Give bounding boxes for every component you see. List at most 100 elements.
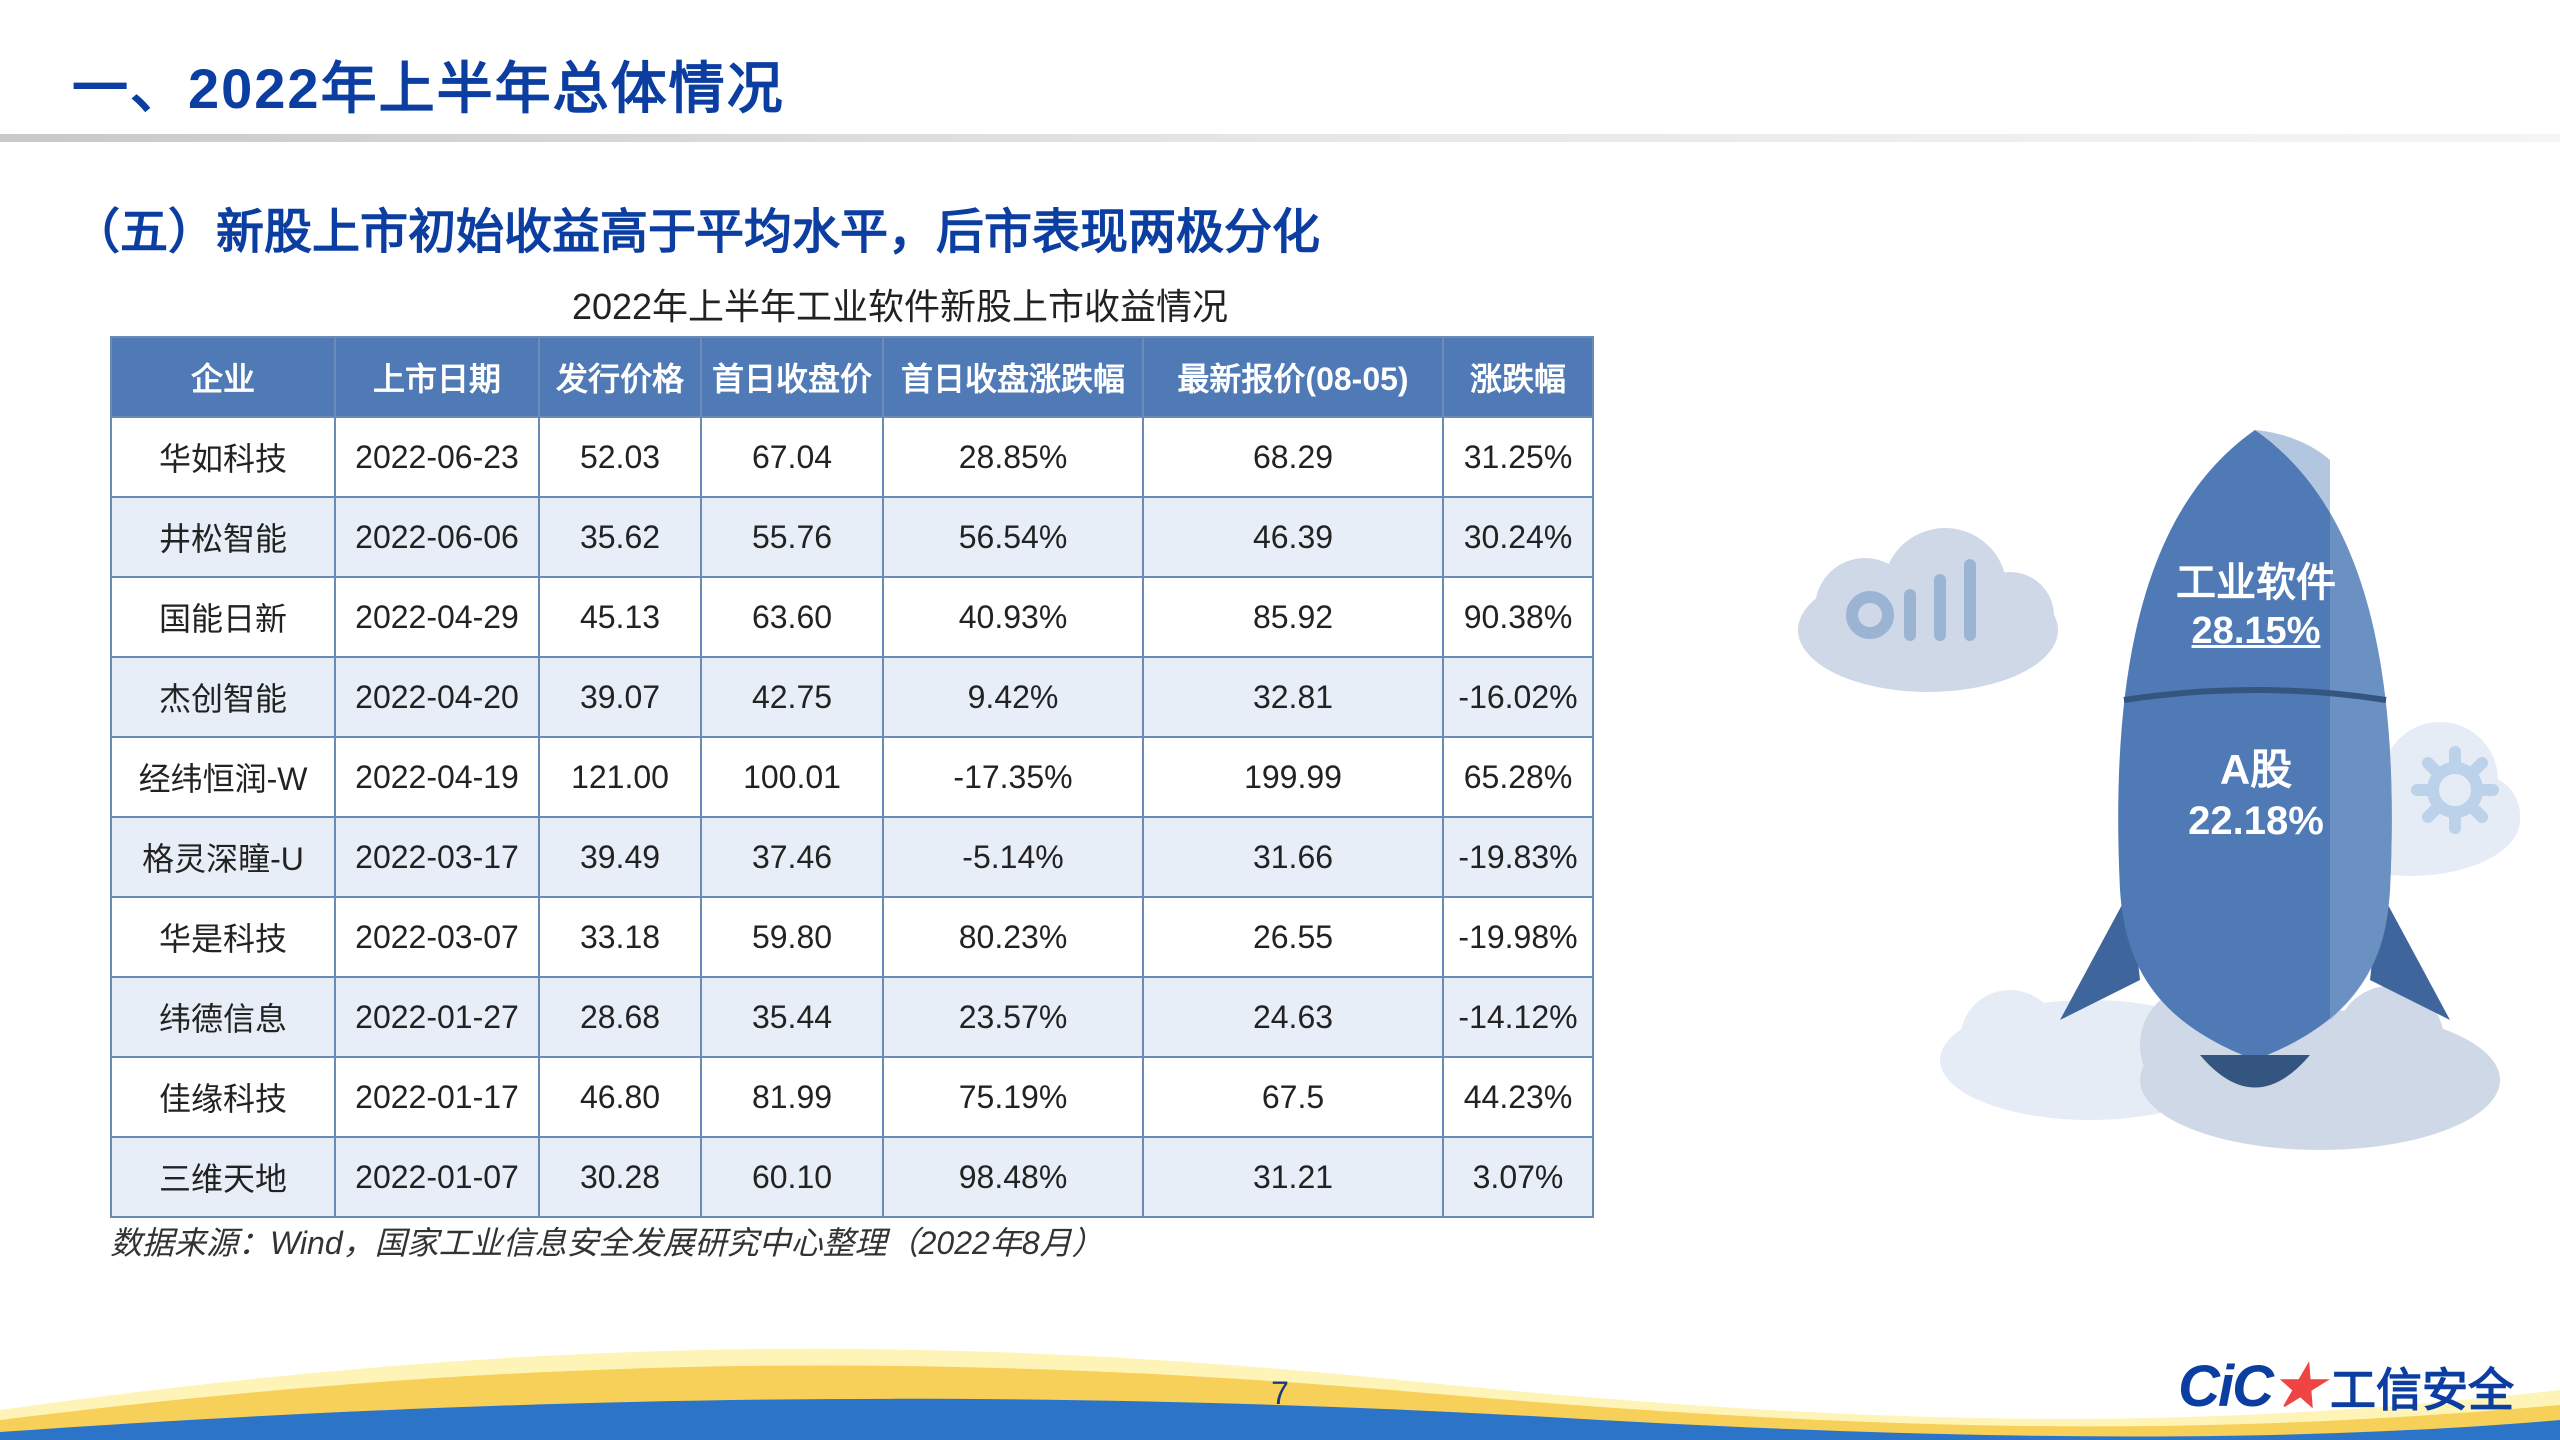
table-cell: 2022-06-06 xyxy=(335,497,539,577)
table-cell: 33.18 xyxy=(539,897,701,977)
table-cell: 46.80 xyxy=(539,1057,701,1137)
table-cell: 55.76 xyxy=(701,497,883,577)
table-cell: 30.24% xyxy=(1443,497,1593,577)
table-caption: 2022年上半年工业软件新股上市收益情况 xyxy=(110,278,1690,330)
table-cell: 67.5 xyxy=(1143,1057,1443,1137)
table-cell: 2022-04-19 xyxy=(335,737,539,817)
cloud-left-icon xyxy=(1798,528,2058,692)
table-cell: 52.03 xyxy=(539,417,701,497)
col-header-latest: 最新报价(08-05) xyxy=(1143,337,1443,417)
table-row: 井松智能2022-06-0635.6255.7656.54%46.3930.24… xyxy=(111,497,1593,577)
table-cell: 90.38% xyxy=(1443,577,1593,657)
table-row: 三维天地2022-01-0730.2860.1098.48%31.213.07% xyxy=(111,1137,1593,1217)
table-cell: 75.19% xyxy=(883,1057,1143,1137)
table-cell: 85.92 xyxy=(1143,577,1443,657)
table-row: 杰创智能2022-04-2039.0742.759.42%32.81-16.02… xyxy=(111,657,1593,737)
table-cell: 81.99 xyxy=(701,1057,883,1137)
table-cell: 2022-01-07 xyxy=(335,1137,539,1217)
source-note: 数据来源：Wind，国家工业信息安全发展研究中心整理（2022年8月） xyxy=(110,1218,1104,1264)
table-row: 华如科技2022-06-2352.0367.0428.85%68.2931.25… xyxy=(111,417,1593,497)
table-cell: -19.83% xyxy=(1443,817,1593,897)
table-cell: 2022-01-27 xyxy=(335,977,539,1057)
table-cell: 35.44 xyxy=(701,977,883,1057)
table-cell: 杰创智能 xyxy=(111,657,335,737)
table-cell: 63.60 xyxy=(701,577,883,657)
table-cell: -5.14% xyxy=(883,817,1143,897)
table-cell: 28.85% xyxy=(883,417,1143,497)
table-cell: 华是科技 xyxy=(111,897,335,977)
table-cell: -17.35% xyxy=(883,737,1143,817)
table-cell: 31.66 xyxy=(1143,817,1443,897)
col-header-date: 上市日期 xyxy=(335,337,539,417)
table-cell: 31.21 xyxy=(1143,1137,1443,1217)
table-cell: 68.29 xyxy=(1143,417,1443,497)
table-row: 华是科技2022-03-0733.1859.8080.23%26.55-19.9… xyxy=(111,897,1593,977)
table-cell: 98.48% xyxy=(883,1137,1143,1217)
table-cell: 80.23% xyxy=(883,897,1143,977)
table-cell: 39.07 xyxy=(539,657,701,737)
table-cell: 44.23% xyxy=(1443,1057,1593,1137)
table-cell: 2022-04-20 xyxy=(335,657,539,737)
table-cell: 31.25% xyxy=(1443,417,1593,497)
table-cell: 37.46 xyxy=(701,817,883,897)
table-cell: 井松智能 xyxy=(111,497,335,577)
table-cell: 三维天地 xyxy=(111,1137,335,1217)
table-cell: 纬德信息 xyxy=(111,977,335,1057)
table-cell: 华如科技 xyxy=(111,417,335,497)
ipo-returns-table: 企业 上市日期 发行价格 首日收盘价 首日收盘涨跌幅 最新报价(08-05) 涨… xyxy=(110,336,1594,1218)
table-cell: 30.28 xyxy=(539,1137,701,1217)
table-cell: 40.93% xyxy=(883,577,1143,657)
table-row: 格灵深瞳-U2022-03-1739.4937.46-5.14%31.66-19… xyxy=(111,817,1593,897)
col-header-company: 企业 xyxy=(111,337,335,417)
col-header-chg1: 首日收盘涨跌幅 xyxy=(883,337,1143,417)
section-title: 一、2022年上半年总体情况 xyxy=(72,44,785,125)
table-cell: 42.75 xyxy=(701,657,883,737)
table-cell: 199.99 xyxy=(1143,737,1443,817)
table-row: 国能日新2022-04-2945.1363.6040.93%85.9290.38… xyxy=(111,577,1593,657)
table-cell: 格灵深瞳-U xyxy=(111,817,335,897)
rocket-label-industrial-software: 工业软件 28.15% xyxy=(2126,550,2386,653)
table-row: 佳缘科技2022-01-1746.8081.9975.19%67.544.23% xyxy=(111,1057,1593,1137)
table-cell: 9.42% xyxy=(883,657,1143,737)
table-cell: 23.57% xyxy=(883,977,1143,1057)
table-cell: 3.07% xyxy=(1443,1137,1593,1217)
rocket-label1-value: 28.15% xyxy=(2126,610,2386,653)
table-cell: 35.62 xyxy=(539,497,701,577)
table-cell: 45.13 xyxy=(539,577,701,657)
table-cell: 佳缘科技 xyxy=(111,1057,335,1137)
table-cell: -14.12% xyxy=(1443,977,1593,1057)
table-cell: 2022-06-23 xyxy=(335,417,539,497)
rocket-label2-value: 22.18% xyxy=(2126,799,2386,844)
table-row: 纬德信息2022-01-2728.6835.4423.57%24.63-14.1… xyxy=(111,977,1593,1057)
table-cell: 经纬恒润-W xyxy=(111,737,335,817)
table-cell: 46.39 xyxy=(1143,497,1443,577)
table-cell: 26.55 xyxy=(1143,897,1443,977)
table-cell: 100.01 xyxy=(701,737,883,817)
table-cell: 65.28% xyxy=(1443,737,1593,817)
subtitle: （五）新股上市初始收益高于平均水平，后市表现两极分化 xyxy=(72,192,1320,262)
title-rule xyxy=(0,134,2560,142)
col-header-chg2: 涨跌幅 xyxy=(1443,337,1593,417)
rocket-infographic: 工业软件 28.15% A股 22.18% xyxy=(1760,420,2520,1180)
table-cell: 2022-03-07 xyxy=(335,897,539,977)
table-cell: 2022-04-29 xyxy=(335,577,539,657)
table-cell: 60.10 xyxy=(701,1137,883,1217)
table-cell: 32.81 xyxy=(1143,657,1443,737)
rocket-label1-title: 工业软件 xyxy=(2176,561,2336,605)
table-cell: 28.68 xyxy=(539,977,701,1057)
table-cell: 2022-03-17 xyxy=(335,817,539,897)
table-header-row: 企业 上市日期 发行价格 首日收盘价 首日收盘涨跌幅 最新报价(08-05) 涨… xyxy=(111,337,1593,417)
table-row: 经纬恒润-W2022-04-19121.00100.01-17.35%199.9… xyxy=(111,737,1593,817)
col-header-close: 首日收盘价 xyxy=(701,337,883,417)
rocket-label2-title: A股 xyxy=(2220,746,2292,793)
rocket-label-a-shares: A股 22.18% xyxy=(2126,736,2386,844)
table-cell: 国能日新 xyxy=(111,577,335,657)
table-cell: -16.02% xyxy=(1443,657,1593,737)
table-cell: 59.80 xyxy=(701,897,883,977)
table-cell: 39.49 xyxy=(539,817,701,897)
page-number: 7 xyxy=(0,1375,2560,1412)
table-cell: 2022-01-17 xyxy=(335,1057,539,1137)
col-header-issue: 发行价格 xyxy=(539,337,701,417)
table-cell: 121.00 xyxy=(539,737,701,817)
table-cell: 67.04 xyxy=(701,417,883,497)
